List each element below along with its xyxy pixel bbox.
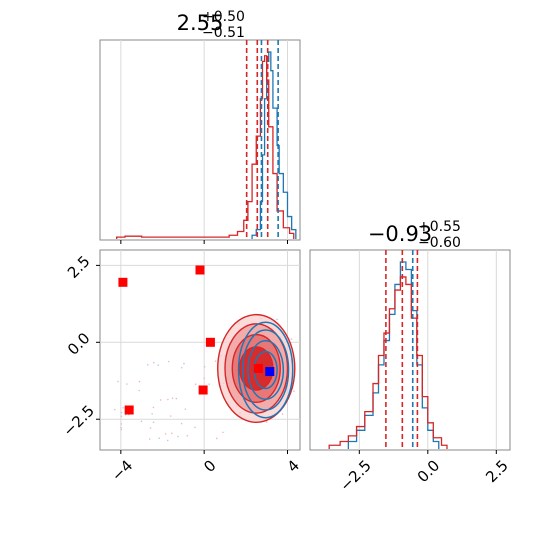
scatter-y-tick-labels: −2.5 0.0 2.5	[60, 252, 98, 440]
histogram-2-title-value: −0.93	[368, 222, 432, 246]
histogram-2-x-tick-label-1: 0.0	[414, 456, 444, 486]
histogram-1-ticks	[120, 240, 288, 244]
scatter-sample-point-91	[203, 377, 206, 379]
histogram-1-title-lower: −0.51	[202, 25, 245, 41]
scatter-sample-point-101	[159, 399, 162, 401]
scatter-sample-point-105	[216, 437, 218, 440]
scatter-sample-point-123	[169, 415, 172, 417]
scatter-sample-point-103	[222, 431, 224, 434]
histogram-2-quantiles	[385, 250, 419, 450]
scatter-sample-point-106	[152, 421, 155, 424]
scatter-sample-point-11	[293, 390, 295, 392]
red-marker-4	[124, 405, 134, 415]
scatter-sample-point-94	[194, 426, 196, 429]
scatter-x-tick-label-2: 4	[284, 456, 303, 475]
scatter-x-tick-label-1: 0	[200, 456, 219, 475]
scatter-sample-point-113	[126, 383, 128, 385]
histogram-1-frame	[99, 39, 301, 241]
scatter-sample-point-111	[149, 427, 152, 429]
scatter-sample-point-99	[152, 406, 155, 409]
scatter-x-tick-label-0: −4	[108, 456, 136, 484]
scatter-sample-point-98	[184, 408, 187, 410]
scatter-sample-point-109	[120, 423, 122, 425]
scatter-y-tick-label-2: 2.5	[64, 252, 94, 282]
scatter-sample-point-124	[180, 422, 183, 425]
histogram-2-frame	[309, 249, 511, 451]
histogram-2-series	[328, 261, 448, 449]
scatter-sample-point-96	[114, 408, 116, 411]
histogram-2-ticks	[358, 450, 497, 454]
red-marker-0	[118, 277, 128, 287]
scatter-markers	[118, 265, 275, 415]
blue-contour-2	[241, 329, 290, 411]
scatter-sample-point-126	[166, 439, 169, 442]
scatter-sample-point-130	[180, 366, 183, 369]
blue-marker-0	[265, 367, 275, 377]
histogram-1-title-upper: +0.50	[202, 9, 245, 25]
histogram-1-series	[116, 51, 297, 239]
scatter-sample-point-116	[175, 397, 178, 400]
scatter-sample-point-47	[290, 338, 293, 340]
histogram-2-title-lower: −0.60	[418, 235, 461, 251]
red-marker-1	[195, 265, 205, 275]
scatter-sample-point-136	[120, 411, 123, 414]
scatter-sample-point-122	[177, 435, 179, 438]
scatter-sample-point-108	[157, 364, 160, 366]
scatter-sample-point-97	[138, 380, 141, 383]
histogram-2-series-0-outline	[347, 261, 440, 449]
histogram-2-title-upper: +0.55	[418, 219, 461, 235]
scatter-sample-point-107	[138, 389, 140, 392]
scatter-sample-point-119	[164, 433, 167, 435]
scatter-sample-point-129	[214, 360, 217, 362]
scatter-y-tick-label-1: 0.0	[64, 329, 94, 359]
histogram-2-x-tick-label-0: −2.5	[336, 456, 374, 494]
scatter-sample-point-102	[117, 380, 119, 383]
scatter-sample-point-120	[140, 420, 143, 423]
red-marker-5	[253, 363, 263, 373]
scatter-sample-point-139	[167, 398, 169, 401]
red-marker-2	[205, 337, 215, 347]
histogram-param-2: −0.93 +0.55 −0.60 −2.5 0.0 2.5	[309, 219, 512, 495]
scatter-sample-point-114	[151, 413, 153, 415]
scatter-sample-point-117	[120, 428, 123, 431]
histogram-2-x-tick-labels: −2.5 0.0 2.5	[336, 456, 511, 494]
scatter-sample-point-125	[171, 432, 173, 435]
histogram-1-quantiles	[245, 40, 279, 240]
scatter-x-tick-labels: −4 0 4	[108, 456, 303, 484]
scatter-sample-point-131	[186, 434, 189, 437]
scatter-ticks	[96, 264, 288, 454]
scatter-sample-point-110	[183, 362, 185, 365]
blue-contour-3	[237, 321, 294, 419]
scatter-sample-point-16	[276, 318, 278, 321]
scatter-sample-point-138	[122, 406, 124, 409]
scatter-sample-point-93	[167, 360, 170, 363]
histogram-2-x-tick-label-2: 2.5	[482, 456, 512, 486]
histogram-1-series-0-outline	[251, 51, 297, 239]
scatter-sample-point-112	[208, 383, 210, 385]
blue-contour-1	[247, 340, 285, 400]
scatter-sample-point-100	[120, 426, 122, 429]
scatter-y-tick-label-0: −2.5	[60, 402, 98, 440]
histogram-1-series-1-outline	[116, 55, 295, 239]
scatter-sample-point-132	[146, 364, 149, 366]
scatter-sample-point-95	[148, 438, 151, 440]
scatter-sample-point-135	[171, 397, 174, 399]
scatter-2d: −4 0 4 −2.5 0.0 2.5	[60, 249, 303, 485]
scatter-sample-point-118	[203, 366, 206, 368]
scatter-sample-point-121	[152, 361, 155, 364]
red-marker-3	[198, 385, 208, 395]
scatter-sample-point-87	[265, 421, 268, 423]
scatter-sample-point-127	[120, 415, 123, 418]
scatter-sample-point-37	[281, 413, 284, 415]
scatter-sample-point-104	[158, 437, 160, 440]
scatter-sample-point-133	[194, 383, 197, 385]
histogram-1-title-value: 2.55	[177, 11, 224, 35]
histogram-1-title: 2.55	[177, 11, 224, 35]
scatter-frame	[99, 249, 301, 451]
histogram-2-series-1-outline	[328, 276, 448, 449]
histogram-param-1: 2.55 +0.50 −0.51	[99, 9, 301, 244]
